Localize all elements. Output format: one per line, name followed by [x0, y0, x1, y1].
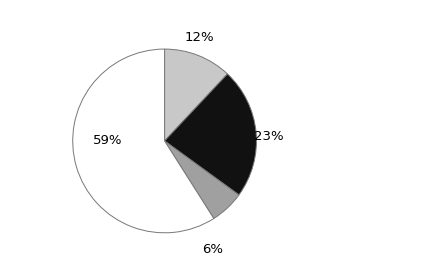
- Wedge shape: [165, 141, 239, 218]
- Text: 6%: 6%: [202, 243, 223, 256]
- Wedge shape: [165, 74, 257, 195]
- Wedge shape: [73, 49, 214, 233]
- Wedge shape: [165, 49, 227, 141]
- Text: 12%: 12%: [185, 31, 214, 44]
- Text: 59%: 59%: [93, 134, 122, 147]
- Legend: HAS, Dislipidemia, DM+Dislipidemia, Nenhuma DCNT: HAS, Dislipidemia, DM+Dislipidemia, Nenh…: [0, 0, 359, 4]
- Text: 23%: 23%: [254, 130, 283, 143]
